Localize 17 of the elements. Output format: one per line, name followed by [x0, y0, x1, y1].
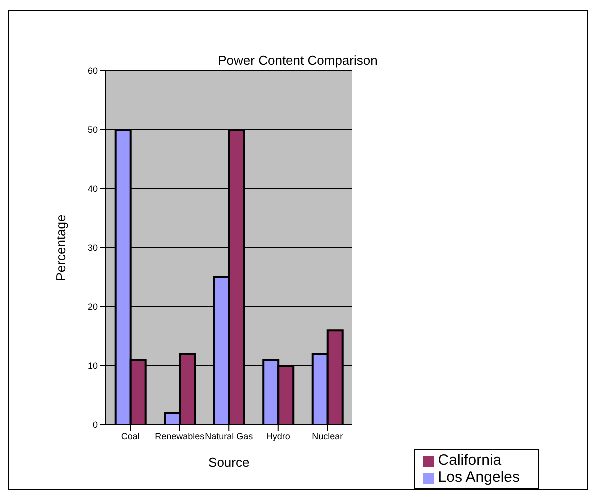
y-tick-label: 60: [88, 66, 98, 76]
y-tick-label: 0: [92, 420, 98, 430]
x-tick-label: Nuclear: [312, 431, 344, 442]
legend-label: California: [438, 452, 502, 469]
y-tick-label: 50: [88, 125, 98, 136]
legend-label: Los Angeles: [438, 469, 520, 486]
y-tick-label: 20: [88, 302, 98, 312]
x-tick-label: Renewables: [155, 431, 206, 442]
x-tick-label: Coal: [121, 431, 140, 442]
chart-title: Power Content Comparison: [217, 53, 379, 68]
y-axis-title: Percentage: [54, 214, 69, 282]
y-tick-label: 30: [88, 243, 98, 254]
x-tick-label: Natural Gas: [205, 431, 254, 442]
y-tick-label: 10: [88, 361, 98, 372]
y-tick-label: 40: [88, 184, 98, 194]
x-tick-label: Hydro: [266, 431, 290, 442]
x-axis-title: Source: [208, 455, 250, 470]
